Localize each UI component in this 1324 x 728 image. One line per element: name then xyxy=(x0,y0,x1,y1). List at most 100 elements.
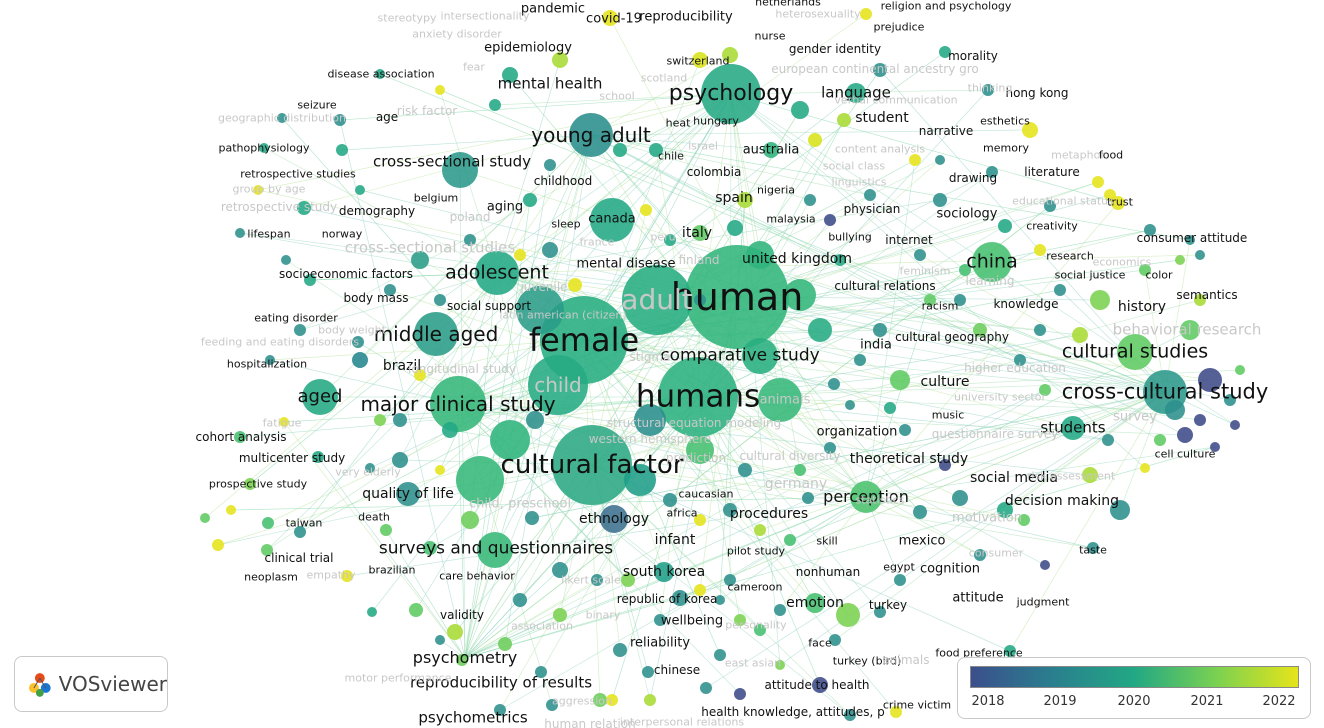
keyword-node[interactable] xyxy=(1072,327,1088,343)
keyword-node[interactable] xyxy=(600,505,628,533)
keyword-label[interactable]: statistics xyxy=(855,493,905,507)
keyword-node[interactable] xyxy=(513,593,527,607)
keyword-node[interactable] xyxy=(649,143,663,157)
keyword-node[interactable] xyxy=(312,451,324,463)
keyword-node[interactable] xyxy=(552,562,568,578)
keyword-label[interactable]: feeding and eating disorders xyxy=(200,335,360,349)
keyword-node[interactable] xyxy=(235,228,245,238)
keyword-label[interactable]: memory xyxy=(983,141,1029,155)
keyword-node[interactable] xyxy=(1110,500,1130,520)
keyword-node[interactable] xyxy=(414,312,458,356)
keyword-node[interactable] xyxy=(1087,542,1099,554)
keyword-node[interactable] xyxy=(828,378,840,390)
keyword-node[interactable] xyxy=(265,355,275,365)
keyword-node[interactable] xyxy=(526,411,544,429)
keyword-label[interactable]: australia xyxy=(742,142,800,158)
keyword-node[interactable] xyxy=(754,624,766,636)
keyword-label[interactable]: socioeconomic factors xyxy=(279,267,413,281)
keyword-label[interactable]: research xyxy=(1046,249,1094,263)
keyword-node[interactable] xyxy=(304,274,316,286)
keyword-node[interactable] xyxy=(568,278,582,292)
keyword-label[interactable]: culture xyxy=(920,374,970,390)
keyword-label[interactable]: content analysis xyxy=(834,142,926,156)
keyword-node[interactable] xyxy=(640,204,652,216)
keyword-node[interactable] xyxy=(1195,250,1205,260)
keyword-label[interactable]: semantics xyxy=(1176,288,1238,302)
keyword-label[interactable]: motor performance xyxy=(344,671,452,685)
keyword-node[interactable] xyxy=(1034,324,1046,336)
keyword-node[interactable] xyxy=(456,456,504,504)
keyword-label[interactable]: cell culture xyxy=(1154,447,1216,461)
keyword-node[interactable] xyxy=(1198,368,1222,392)
keyword-label[interactable]: aging xyxy=(486,199,524,215)
keyword-label[interactable]: cohort analysis xyxy=(195,430,287,444)
keyword-node[interactable] xyxy=(791,101,809,119)
keyword-label[interactable]: cultural diversity xyxy=(739,449,841,463)
keyword-node[interactable] xyxy=(1117,334,1153,370)
keyword-node[interactable] xyxy=(434,294,446,306)
keyword-node[interactable] xyxy=(890,706,902,718)
keyword-label[interactable]: emotion xyxy=(786,595,844,611)
keyword-node[interactable] xyxy=(737,192,753,208)
keyword-label[interactable]: human xyxy=(670,275,804,319)
keyword-node[interactable] xyxy=(894,574,906,586)
keyword-node[interactable] xyxy=(294,324,306,336)
keyword-label[interactable]: prediction xyxy=(665,451,727,465)
keyword-node[interactable] xyxy=(430,376,486,432)
keyword-node[interactable] xyxy=(805,593,825,613)
keyword-label[interactable]: binary xyxy=(585,608,621,622)
keyword-node[interactable] xyxy=(262,517,274,529)
keyword-node[interactable] xyxy=(253,185,263,195)
keyword-label[interactable]: pathophysiology xyxy=(218,141,310,155)
keyword-node[interactable] xyxy=(542,242,558,258)
keyword-label[interactable]: student xyxy=(855,110,909,126)
keyword-label[interactable]: republic of korea xyxy=(616,592,718,606)
keyword-label[interactable]: literature xyxy=(1024,165,1080,179)
keyword-node[interactable] xyxy=(939,46,951,58)
keyword-label[interactable]: age xyxy=(375,110,399,124)
keyword-node[interactable] xyxy=(700,682,712,694)
keyword-label[interactable]: lifespan xyxy=(247,227,291,241)
keyword-label[interactable]: psychometrics xyxy=(418,708,528,727)
keyword-node[interactable] xyxy=(606,694,618,706)
keyword-node[interactable] xyxy=(982,84,994,96)
keyword-node[interactable] xyxy=(593,693,607,707)
keyword-node[interactable] xyxy=(654,562,674,582)
keyword-label[interactable]: stigma xyxy=(629,350,671,364)
keyword-node[interactable] xyxy=(701,64,761,124)
keyword-node[interactable] xyxy=(1022,122,1038,138)
keyword-label[interactable]: skill xyxy=(816,534,838,548)
keyword-node[interactable] xyxy=(692,52,708,68)
keyword-node[interactable] xyxy=(528,355,588,415)
keyword-node[interactable] xyxy=(784,279,816,311)
keyword-label[interactable]: health knowledge, attitudes, p xyxy=(701,705,885,719)
keyword-label[interactable]: juvenile xyxy=(520,280,568,294)
keyword-node[interactable] xyxy=(498,637,512,651)
keyword-label[interactable]: fatigue xyxy=(262,416,302,430)
keyword-label[interactable]: knowledge xyxy=(993,297,1059,311)
keyword-node[interactable] xyxy=(1111,196,1125,210)
keyword-node[interactable] xyxy=(664,234,676,246)
keyword-node[interactable] xyxy=(860,8,872,20)
keyword-label[interactable]: educational status xyxy=(1012,194,1114,208)
keyword-label[interactable]: childhood xyxy=(533,174,593,188)
keyword-node[interactable] xyxy=(535,666,547,678)
keyword-node[interactable] xyxy=(959,264,971,276)
keyword-node[interactable] xyxy=(836,603,860,627)
keyword-label[interactable]: multicenter study xyxy=(238,451,346,465)
keyword-label[interactable]: france xyxy=(579,235,615,249)
keyword-node[interactable] xyxy=(365,463,375,473)
keyword-node[interactable] xyxy=(456,654,468,666)
keyword-label[interactable]: hungary xyxy=(693,114,739,128)
keyword-node[interactable] xyxy=(763,142,779,158)
keyword-node[interactable] xyxy=(435,465,445,475)
keyword-label[interactable]: malaysia xyxy=(766,212,816,226)
keyword-node[interactable] xyxy=(634,404,666,436)
keyword-node[interactable] xyxy=(226,505,236,515)
keyword-node[interactable] xyxy=(754,524,766,536)
keyword-node[interactable] xyxy=(775,660,785,670)
keyword-node[interactable] xyxy=(294,526,306,538)
keyword-label[interactable]: psychometry xyxy=(412,648,518,667)
keyword-node[interactable] xyxy=(546,699,558,711)
keyword-node[interactable] xyxy=(544,159,556,171)
